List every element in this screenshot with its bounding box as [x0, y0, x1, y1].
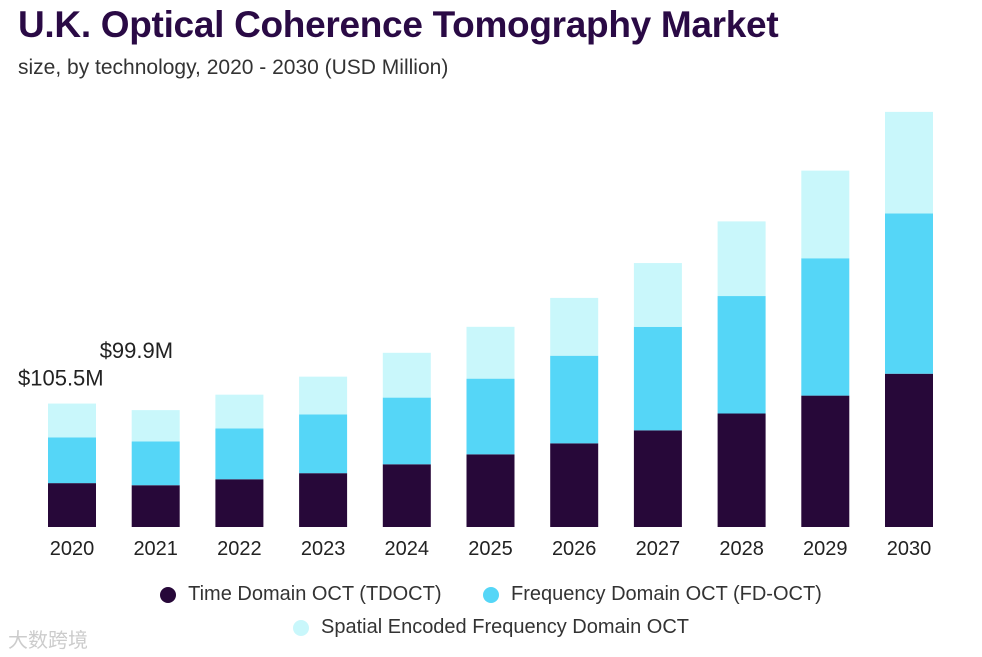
bar-segment-2025-0: [466, 454, 515, 527]
bar-segment-2030-0: [885, 373, 933, 527]
bar-segment-2021-2: [131, 410, 180, 442]
data-label-2021: $99.9M: [100, 338, 173, 363]
bar-segment-2027-0: [633, 430, 682, 527]
bar-segment-2023-2: [299, 376, 348, 415]
x-tick-label: 2024: [385, 538, 430, 560]
bar-segment-2020-2: [48, 403, 96, 438]
legend-label: Spatial Encoded Frequency Domain OCT: [321, 616, 689, 638]
legend-item-spatial: Spatial Encoded Frequency Domain OCT: [293, 616, 689, 639]
bar-segment-2024-2: [382, 352, 431, 398]
x-tick-label: 2022: [217, 538, 262, 560]
bar-segment-2022-0: [215, 479, 264, 527]
bar-segment-2025-2: [466, 326, 515, 379]
bar-segment-2030-2: [885, 111, 933, 214]
bar-segment-2028-2: [717, 221, 766, 297]
x-tick-label: 2021: [133, 538, 178, 560]
legend-label: Frequency Domain OCT (FD-OCT): [511, 583, 822, 605]
bar-segment-2022-1: [215, 428, 264, 480]
data-label-2020: $105.5M: [18, 366, 104, 391]
x-tick-label: 2020: [50, 538, 95, 560]
x-tick-label: 2028: [719, 538, 764, 560]
legend: Time Domain OCT (TDOCT) Frequency Domain…: [0, 583, 982, 609]
bar-segment-2026-0: [550, 443, 599, 527]
chart-subtitle: size, by technology, 2020 - 2030 (USD Mi…: [18, 56, 449, 79]
bar-segment-2020-0: [48, 483, 96, 527]
legend-swatch: [483, 586, 500, 603]
stacked-bar-chart: 2020 2021 2022 2023 2024 2025 2026 2027 2028 2029…: [18, 111, 933, 560]
x-tick-label: 2023: [301, 538, 346, 560]
bar-segment-2026-2: [550, 297, 599, 356]
x-tick-label: 2026: [552, 538, 597, 560]
legend-swatch: [160, 586, 177, 603]
x-tick-label: 2027: [636, 538, 681, 560]
bar-segment-2029-1: [801, 258, 850, 396]
bar-segment-2028-1: [717, 296, 766, 414]
bar-segment-2021-0: [131, 485, 180, 527]
legend-item-fdoct: Frequency Domain OCT (FD-OCT): [483, 583, 822, 606]
bar-segment-2020-1: [48, 437, 96, 484]
bar-segment-2030-1: [885, 213, 933, 374]
bar-segment-2026-1: [550, 355, 599, 444]
bar-segment-2027-1: [633, 326, 682, 431]
legend-swatch: [293, 619, 310, 636]
bar-segment-2029-0: [801, 395, 850, 527]
bar-segment-2025-1: [466, 378, 515, 455]
bar-segment-2023-0: [299, 473, 348, 527]
legend-row-2: Spatial Encoded Frequency Domain OCT: [0, 616, 982, 642]
x-tick-label: 2025: [468, 538, 513, 560]
bar-segment-2029-2: [801, 170, 850, 259]
watermark: 大数跨境: [8, 630, 88, 652]
bar-segment-2024-0: [382, 464, 431, 527]
x-tick-label: 2030: [887, 538, 932, 560]
bar-segment-2028-0: [717, 413, 766, 527]
legend-item-tdoct: Time Domain OCT (TDOCT): [160, 583, 441, 606]
bar-segment-2024-1: [382, 397, 431, 465]
bar-segment-2023-1: [299, 414, 348, 474]
bar-segment-2021-1: [131, 441, 180, 486]
x-tick-label: 2029: [803, 538, 848, 560]
legend-label: Time Domain OCT (TDOCT): [188, 583, 442, 605]
bar-segment-2022-2: [215, 394, 264, 429]
chart-title: U.K. Optical Coherence Tomography Market: [18, 4, 779, 45]
bar-segment-2027-2: [633, 263, 682, 327]
